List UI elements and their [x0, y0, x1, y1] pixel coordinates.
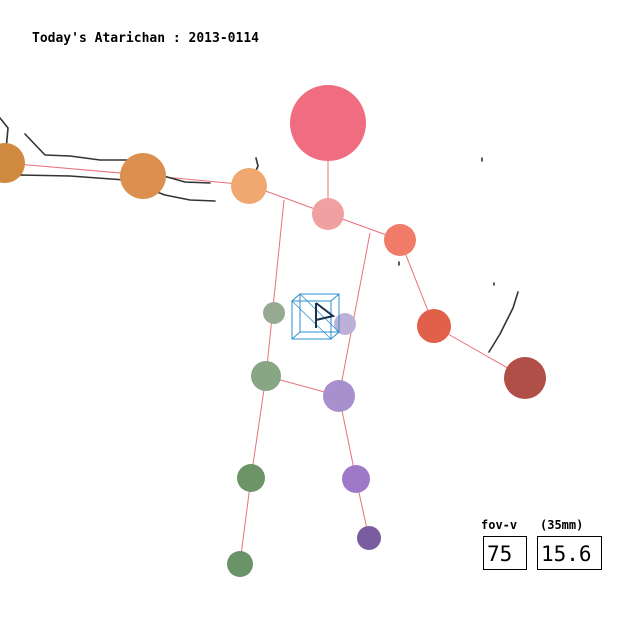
focal-length-label: (35mm): [540, 518, 584, 532]
page-title: Today's Atarichan : 2013-0114: [32, 31, 259, 46]
joint-neck[interactable]: [312, 198, 344, 230]
joint-foot-right[interactable]: [357, 526, 381, 550]
joint-ankle-right[interactable]: [342, 465, 370, 493]
bone-lines: [5, 130, 526, 564]
bone-leg-left-lower: [239, 477, 252, 564]
joint-head[interactable]: [290, 85, 366, 161]
joint-foot-left[interactable]: [227, 551, 253, 577]
bone-spine-left: [265, 199, 285, 377]
joint-shoulder-right[interactable]: [384, 224, 416, 256]
joint-elbow-right[interactable]: [417, 309, 451, 343]
joint-hip-left[interactable]: [263, 302, 285, 324]
joint-shoulder-left[interactable]: [231, 168, 267, 204]
bone-arm-left-lower: [5, 162, 144, 176]
fov-input[interactable]: 75: [483, 536, 527, 570]
bone-spine-right: [338, 232, 371, 397]
sketch-stroke-right: [488, 291, 519, 353]
bone-leg-left-upper: [250, 375, 267, 479]
focal-length-input[interactable]: 15.6: [537, 536, 602, 570]
joint-elbow-left[interactable]: [120, 153, 166, 199]
sketch-stroke-arm-top: [0, 117, 211, 184]
joint-knee-right[interactable]: [323, 380, 355, 412]
joint-hand-right[interactable]: [504, 357, 546, 399]
fov-label: fov-v: [481, 518, 518, 532]
joint-hand-left[interactable]: [0, 143, 25, 183]
joints: [0, 85, 546, 577]
camera-gizmo-icon[interactable]: [291, 293, 340, 340]
joint-ankle-left[interactable]: [237, 464, 265, 492]
joint-knee-left[interactable]: [251, 361, 281, 391]
